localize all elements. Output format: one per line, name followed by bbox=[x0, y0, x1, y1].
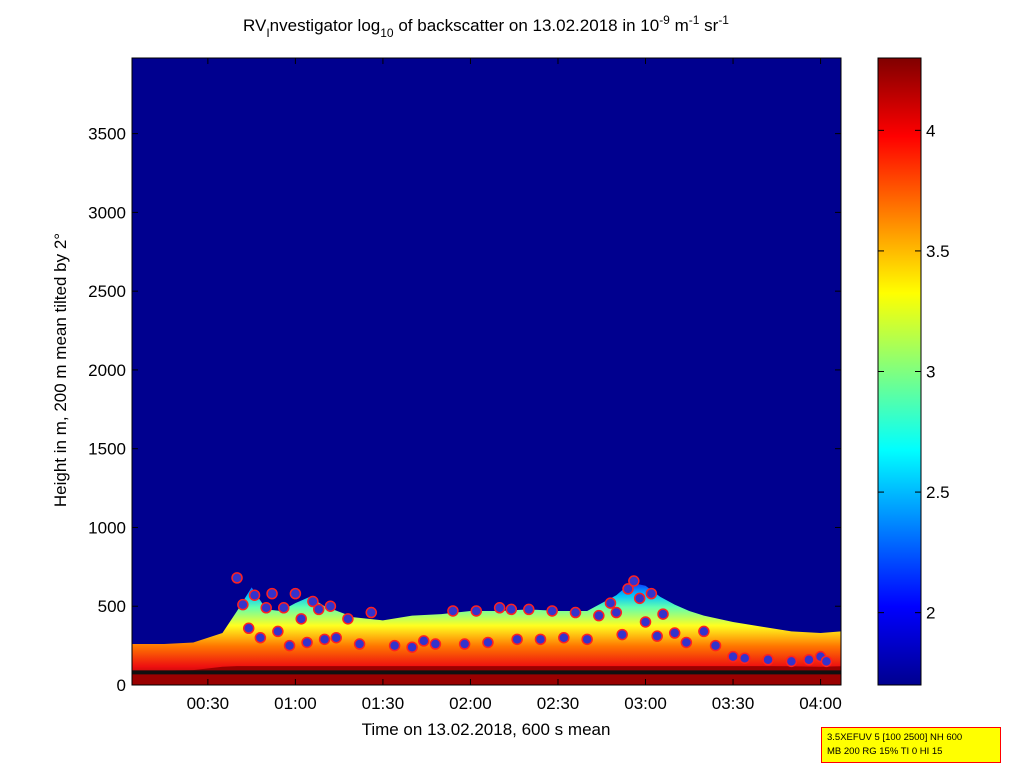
marker-point bbox=[342, 613, 354, 625]
y-tick-label: 1000 bbox=[88, 518, 126, 537]
chart-title: RVInvestigator log10 of backscatter on 1… bbox=[243, 13, 729, 40]
marker-point bbox=[237, 598, 249, 611]
marker-point bbox=[272, 625, 284, 638]
marker-point bbox=[523, 603, 535, 616]
colorbar-tick-label: 4 bbox=[926, 121, 935, 140]
marker-point bbox=[301, 636, 313, 649]
marker-point bbox=[610, 606, 623, 619]
marker-point bbox=[616, 628, 628, 641]
x-tick-label: 02:00 bbox=[449, 694, 492, 713]
y-axis: 0 500 1000 1500 2000 2500 3000 3500 bbox=[88, 125, 841, 695]
marker-point bbox=[709, 639, 722, 652]
plot-frame bbox=[131, 57, 842, 686]
marker-point bbox=[593, 609, 605, 622]
marker-point bbox=[645, 587, 658, 600]
x-tick-label: 02:30 bbox=[537, 694, 580, 713]
marker-point bbox=[639, 616, 652, 628]
surface-band bbox=[132, 666, 841, 685]
marker-point bbox=[558, 631, 570, 644]
marker-point bbox=[242, 622, 255, 635]
marker-point bbox=[312, 603, 325, 616]
marker-point bbox=[534, 633, 547, 646]
marker-point bbox=[447, 605, 459, 617]
x-tick-label: 01:30 bbox=[362, 694, 405, 713]
marker-point bbox=[668, 627, 681, 639]
marker-point bbox=[657, 608, 669, 620]
marker-point bbox=[324, 600, 337, 612]
marker-point bbox=[283, 639, 296, 652]
settings-info-box: 3.5XEFUV 5 [100 2500] NH 600 MB 200 RG 1… bbox=[821, 727, 1001, 763]
y-tick-label: 3000 bbox=[88, 203, 126, 222]
info-line-2: MB 200 RG 15% TI 0 HI 15 bbox=[827, 746, 943, 757]
x-axis-label: Time on 13.02.2018, 600 s mean bbox=[362, 720, 611, 739]
marker-point bbox=[505, 603, 518, 616]
marker-point bbox=[295, 613, 307, 625]
backscatter-layer bbox=[132, 582, 841, 685]
marker-point bbox=[651, 630, 663, 642]
marker-point bbox=[289, 587, 302, 600]
marker-point bbox=[785, 655, 798, 668]
colorbar bbox=[878, 58, 921, 685]
colorbar-tick-label: 3 bbox=[926, 363, 935, 382]
marker-point bbox=[330, 631, 342, 644]
x-tick-label: 03:30 bbox=[712, 694, 755, 713]
x-tick-label: 03:00 bbox=[624, 694, 667, 713]
marker-point bbox=[318, 633, 331, 646]
plot-content bbox=[132, 572, 841, 685]
marker-point bbox=[762, 654, 774, 666]
marker-point bbox=[511, 633, 523, 646]
marker-point bbox=[698, 625, 710, 638]
marker-point bbox=[231, 572, 243, 584]
marker-point bbox=[248, 589, 261, 601]
marker-point bbox=[633, 592, 646, 605]
marker-point bbox=[680, 636, 693, 649]
x-tick-label: 00:30 bbox=[187, 694, 230, 713]
colorbar-tick-label: 2 bbox=[926, 604, 935, 623]
marker-point bbox=[820, 655, 833, 668]
y-tick-label: 2000 bbox=[88, 361, 126, 380]
marker-point bbox=[307, 595, 319, 608]
colorbar-tick-label: 3.5 bbox=[926, 242, 950, 261]
colorbar-tick-label: 2.5 bbox=[926, 483, 950, 502]
marker-point bbox=[546, 605, 558, 617]
marker-point bbox=[493, 602, 506, 614]
y-tick-label: 3500 bbox=[88, 125, 126, 144]
y-axis-label: Height in m, 200 m mean tilted by 2° bbox=[51, 233, 70, 507]
marker-point bbox=[418, 635, 430, 647]
marker-point bbox=[727, 650, 739, 663]
marker-point bbox=[388, 639, 401, 652]
y-tick-label: 0 bbox=[117, 676, 126, 695]
marker-point bbox=[260, 602, 272, 614]
marker-point bbox=[581, 633, 593, 646]
marker-point bbox=[470, 605, 483, 617]
marker-point bbox=[604, 597, 617, 609]
marker-point bbox=[803, 654, 815, 666]
plot-background bbox=[132, 58, 841, 685]
x-tick-label: 01:00 bbox=[274, 694, 317, 713]
marker-point bbox=[622, 583, 634, 595]
marker-point bbox=[266, 587, 278, 600]
x-tick-label: 04:00 bbox=[799, 694, 842, 713]
marker-point bbox=[353, 638, 366, 650]
colorbar-axis: 2 2.5 3 3.5 4 bbox=[878, 121, 950, 623]
x-axis: 00:30 01:00 01:30 02:00 02:30 03:00 03:30 04:00 bbox=[187, 58, 842, 713]
marker-point bbox=[406, 641, 418, 653]
marker-point bbox=[458, 638, 471, 650]
marker-point bbox=[738, 652, 751, 664]
marker-point bbox=[569, 606, 582, 619]
y-tick-label: 2500 bbox=[88, 282, 126, 301]
marker-point bbox=[365, 606, 378, 619]
marker-point bbox=[277, 602, 290, 614]
marker-point bbox=[429, 638, 442, 650]
marker-point bbox=[628, 575, 640, 587]
y-tick-label: 1500 bbox=[88, 440, 126, 459]
y-tick-label: 500 bbox=[98, 597, 126, 616]
marker-point bbox=[482, 636, 494, 649]
info-line-1: 3.5XEFUV 5 [100 2500] NH 600 bbox=[827, 732, 963, 743]
marker-point bbox=[254, 631, 267, 644]
